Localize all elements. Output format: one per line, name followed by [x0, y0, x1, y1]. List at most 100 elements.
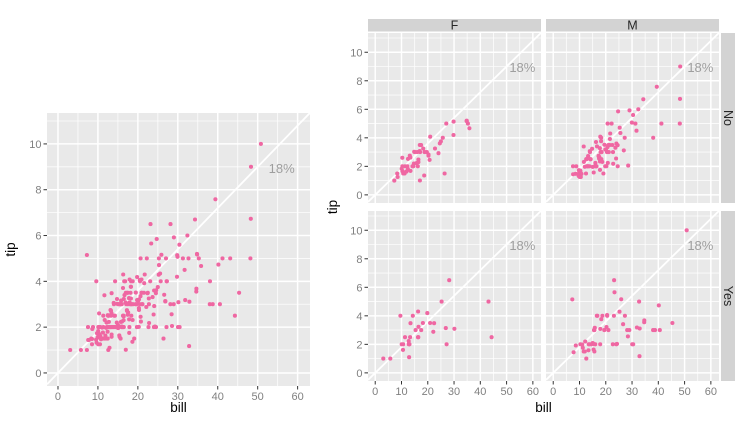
data-point	[100, 330, 105, 335]
data-point	[447, 278, 452, 283]
x-tick-label: 60	[527, 386, 539, 398]
data-point	[607, 136, 612, 142]
data-point	[599, 139, 604, 144]
data-point	[407, 355, 412, 360]
data-point	[120, 285, 126, 291]
data-point	[217, 302, 222, 307]
data-point	[156, 263, 162, 268]
data-point	[187, 299, 192, 304]
data-point	[581, 349, 586, 354]
data-points	[570, 64, 683, 180]
data-point	[622, 313, 627, 318]
data-point	[159, 252, 164, 257]
y-tick-label: 8	[35, 185, 41, 197]
data-point	[98, 337, 104, 342]
data-point	[677, 121, 682, 126]
data-point	[147, 320, 152, 326]
data-point	[121, 318, 126, 323]
data-point	[130, 302, 136, 307]
data-point	[611, 313, 616, 318]
data-point	[417, 178, 422, 183]
data-point	[625, 334, 630, 339]
data-point	[426, 152, 431, 157]
data-point	[113, 279, 118, 284]
data-point	[440, 135, 445, 140]
col-strip-M	[546, 19, 719, 32]
data-points	[570, 228, 689, 361]
data-point	[601, 171, 606, 176]
data-point	[248, 216, 253, 221]
data-point	[625, 328, 630, 333]
ref-line-label: 18%	[269, 161, 295, 176]
facet-x-axis-title: bill	[535, 400, 552, 415]
data-point	[164, 279, 169, 284]
data-point	[684, 228, 689, 233]
data-point	[185, 233, 190, 238]
data-point	[605, 121, 610, 126]
panel-overall: 18%	[47, 113, 310, 386]
data-point	[597, 167, 603, 172]
y-tick-label: 2	[35, 322, 41, 334]
data-point	[594, 313, 599, 318]
data-point	[651, 135, 656, 140]
data-point	[598, 150, 603, 155]
data-point	[169, 323, 175, 329]
x-tick-label: 20	[132, 391, 144, 403]
left-y-axis-title: tip	[3, 242, 18, 256]
data-point	[163, 256, 169, 261]
data-point	[161, 336, 166, 341]
data-point	[108, 308, 114, 313]
data-point	[388, 356, 393, 361]
data-point	[439, 299, 444, 304]
data-point	[570, 297, 575, 302]
data-point	[86, 337, 91, 343]
data-point	[402, 335, 408, 340]
data-point	[586, 342, 591, 347]
data-point	[611, 161, 616, 166]
y-tick-label: 10	[350, 225, 362, 237]
data-point	[608, 131, 613, 136]
data-point	[432, 321, 437, 326]
data-point	[156, 256, 161, 261]
data-point	[176, 300, 181, 305]
row-strip-Yes	[721, 211, 735, 381]
data-point	[593, 160, 598, 165]
data-point	[400, 155, 405, 160]
data-points	[68, 141, 263, 353]
data-point	[444, 342, 449, 347]
data-point	[120, 313, 126, 318]
data-point	[207, 302, 212, 307]
data-point	[117, 333, 122, 338]
y-tick-label: 6	[356, 104, 362, 116]
data-point	[637, 354, 642, 359]
data-point	[586, 154, 591, 159]
y-tick-label: 2	[356, 339, 362, 351]
data-point	[174, 274, 180, 279]
data-point	[415, 150, 420, 155]
data-point	[422, 150, 427, 155]
data-point	[162, 292, 167, 297]
data-point	[151, 325, 156, 330]
data-point	[615, 143, 620, 148]
data-point	[109, 291, 114, 296]
data-point	[591, 328, 597, 333]
data-point	[579, 171, 584, 176]
x-tick-label: 0	[372, 386, 378, 398]
data-point	[163, 298, 168, 304]
data-point	[438, 139, 443, 144]
data-point	[183, 298, 188, 303]
data-point	[586, 348, 591, 353]
data-point	[104, 320, 109, 325]
data-point	[168, 222, 173, 227]
x-tick-label: 30	[172, 391, 184, 403]
data-point	[137, 279, 143, 284]
data-point	[421, 146, 426, 151]
data-point	[169, 312, 174, 317]
data-point	[102, 336, 107, 341]
data-point	[583, 339, 588, 344]
data-point	[600, 159, 605, 164]
data-point	[599, 317, 604, 322]
data-point	[216, 262, 221, 267]
data-point	[642, 318, 647, 323]
ref-line-label: 18%	[509, 60, 535, 75]
